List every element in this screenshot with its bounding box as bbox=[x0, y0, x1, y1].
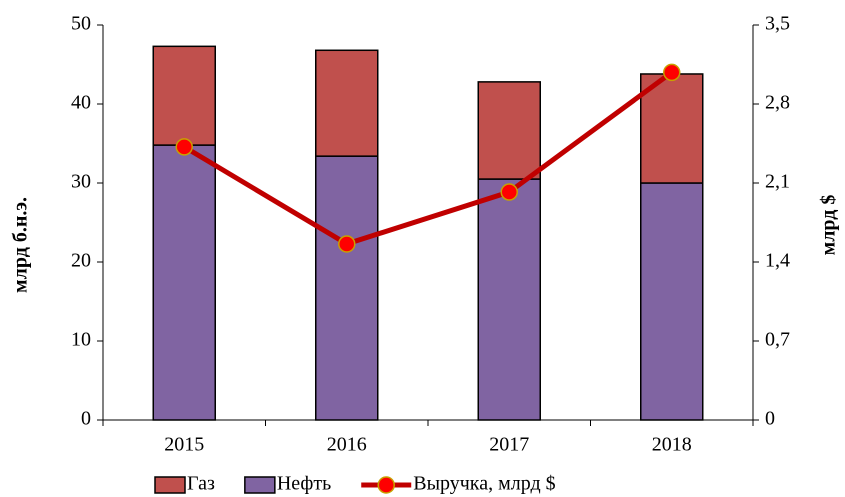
legend-marker bbox=[377, 476, 395, 494]
line-marker bbox=[500, 183, 518, 201]
y2-tick-label: 2,1 bbox=[765, 171, 790, 193]
y-tick-label: 50 bbox=[71, 13, 91, 35]
legend-label: Газ bbox=[187, 473, 215, 495]
bar bbox=[152, 45, 216, 146]
y2-tick-label: 1,4 bbox=[765, 250, 790, 272]
y2-tick-label: 0 bbox=[765, 408, 775, 430]
x-tick-label: 2016 bbox=[327, 434, 367, 456]
y2-axis-label: млрд $ bbox=[818, 195, 840, 256]
bar bbox=[640, 73, 704, 184]
y-tick-label: 30 bbox=[71, 171, 91, 193]
line-marker bbox=[338, 235, 356, 253]
bar bbox=[640, 182, 704, 421]
y-tick-label: 0 bbox=[81, 408, 91, 430]
x-tick-label: 2015 bbox=[164, 434, 204, 456]
y2-tick-label: 2,8 bbox=[765, 92, 790, 114]
line-marker bbox=[663, 63, 681, 82]
legend-label: Выручка, млрд $ bbox=[413, 473, 555, 495]
bar bbox=[477, 81, 541, 180]
bar bbox=[315, 155, 379, 421]
x-tick-label: 2017 bbox=[489, 434, 529, 456]
y-tick-label: 10 bbox=[71, 329, 91, 351]
x-tick-label: 2018 bbox=[652, 434, 692, 456]
line-marker bbox=[175, 138, 193, 156]
y2-tick-label: 0,7 bbox=[765, 329, 790, 351]
y2-tick-label: 3,5 bbox=[765, 13, 790, 35]
legend-label: Нефть bbox=[277, 473, 331, 495]
legend-swatch bbox=[154, 476, 186, 494]
y-axis-label: млрд б.н.э. bbox=[10, 197, 32, 293]
y-tick-label: 20 bbox=[71, 250, 91, 272]
legend-swatch bbox=[244, 476, 276, 494]
y-tick-label: 40 bbox=[71, 92, 91, 114]
bar bbox=[315, 49, 379, 157]
bar bbox=[152, 144, 216, 421]
bar bbox=[477, 178, 541, 421]
line bbox=[182, 70, 674, 247]
